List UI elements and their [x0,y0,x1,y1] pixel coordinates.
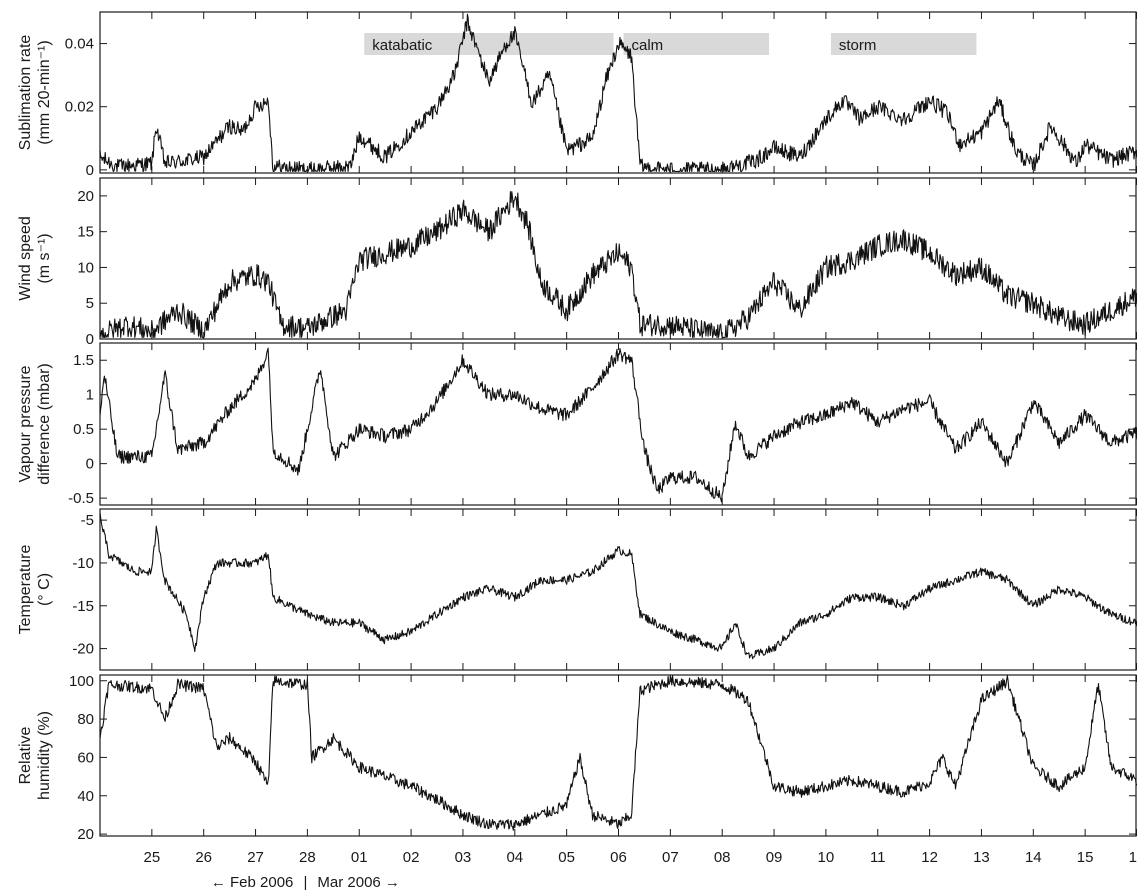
x-tick-label: 11 [870,849,886,866]
y-tick-label: -0.5 [68,490,94,507]
band-label: katabatic [372,37,433,54]
y-tick-label: 60 [77,749,94,766]
y-axis-title-line: difference (mbar) [36,363,53,485]
series-line-sublimation [99,13,1137,172]
y-tick-label: -20 [72,641,94,658]
y-axis-title-line: Temperature [17,544,34,634]
y-axis-title-line: Wind speed [17,216,34,301]
panel-frame [99,11,1137,174]
y-axis-title: Relative humidity (%) [17,711,53,800]
x-tick-label: 25 [144,849,161,866]
y-axis-title-line: Sublimation rate [17,35,34,151]
x-tick-label: 02 [403,849,420,866]
y-tick-label: 0 [86,162,94,179]
x-note-feb: ← Feb 2006 [211,874,294,891]
x-tick-label: 05 [558,849,575,866]
x-note-separator: | [303,874,307,891]
x-tick-label: 06 [610,849,627,866]
y-axis-title: Sublimation rate (mm 20-min⁻¹) [17,35,53,151]
x-tick-label: 09 [766,849,783,866]
y-tick-label: -15 [72,598,94,615]
series-line-humidity [99,675,1137,831]
y-axis-title-line: (° C) [36,573,53,606]
y-tick-label: 0 [86,456,94,473]
y-tick-label: -5 [81,512,94,529]
x-tick-label: 04 [506,849,523,866]
y-axis-title: Temperature (° C) [17,544,53,634]
y-tick-label: 0.02 [65,99,94,116]
y-tick-label: 15 [77,224,94,241]
y-axis-title-line: Vapour pressure [17,365,34,482]
y-axis-title: Wind speed (m s⁻¹) [17,216,53,301]
x-tick-label: 28 [299,849,316,866]
y-axis-title-line: humidity (%) [36,711,53,800]
x-tick-label: 12 [921,849,938,866]
panel-temperature: -20 -15 -10 -5 Temperature (° C) [17,508,1137,671]
series-line-wind [99,191,1137,338]
x-tick-label: 08 [714,849,731,866]
series-line-vapour [99,347,1137,503]
x-axis: 25 26 27 28 01 02 03 04 05 06 07 08 09 10 11 12 13 14 15 16… [144,849,1137,891]
y-tick-label: 10 [77,259,94,276]
y-tick-label: 80 [77,711,94,728]
y-tick-label: 20 [77,826,94,843]
panel-humidity: 20 40 60 80 100 Relative humidity (%) [17,673,1137,843]
y-tick-label: 1.5 [73,352,94,369]
y-tick-label: 0.04 [65,36,94,53]
band-storm [830,33,977,55]
x-tick-label: 26 [195,849,212,866]
panel-frame [99,508,1137,671]
x-tick-label: 07 [662,849,679,866]
band-label: calm [632,37,664,54]
x-tick-label: 16 [1129,849,1137,866]
y-tick-label: 100 [69,673,94,690]
panel-sublimation: katabatic calm storm 0 0.02 0.04 Sublimation r… [17,11,1137,179]
band-label: storm [839,37,877,54]
band-calm [623,33,770,55]
y-axis-title-line: (mm 20-min⁻¹) [36,40,53,144]
band-katabatic [364,33,614,55]
x-tick-label: 10 [818,849,835,866]
panel-vapour: -0.5 0 0.5 1 1.5 Vapour pressure difference (m… [17,342,1137,507]
y-axis-title-line: Relative [17,727,34,785]
x-tick-label: 13 [973,849,990,866]
y-tick-label: 20 [77,188,94,205]
y-tick-label: 0 [86,331,94,348]
series-line-temperature [99,512,1137,660]
x-tick-label: 03 [455,849,472,866]
x-tick-label: 27 [247,849,264,866]
y-axis-title-line: (m s⁻¹) [36,233,53,283]
x-tick-label: 01 [351,849,368,866]
y-axis-title: Vapour pressure difference (mbar) [17,363,53,485]
y-tick-label: 40 [77,788,94,805]
panel-wind: 0 5 10 15 20 Wind speed (m s⁻¹) [17,177,1137,348]
y-tick-label: 5 [86,295,94,312]
x-tick-label: 15 [1077,849,1094,866]
x-note-mar: Mar 2006 → [317,874,400,891]
y-tick-label: 0.5 [73,421,94,438]
x-tick-label: 14 [1025,849,1042,866]
y-tick-label: -10 [72,555,94,572]
y-tick-label: 1 [86,387,94,404]
